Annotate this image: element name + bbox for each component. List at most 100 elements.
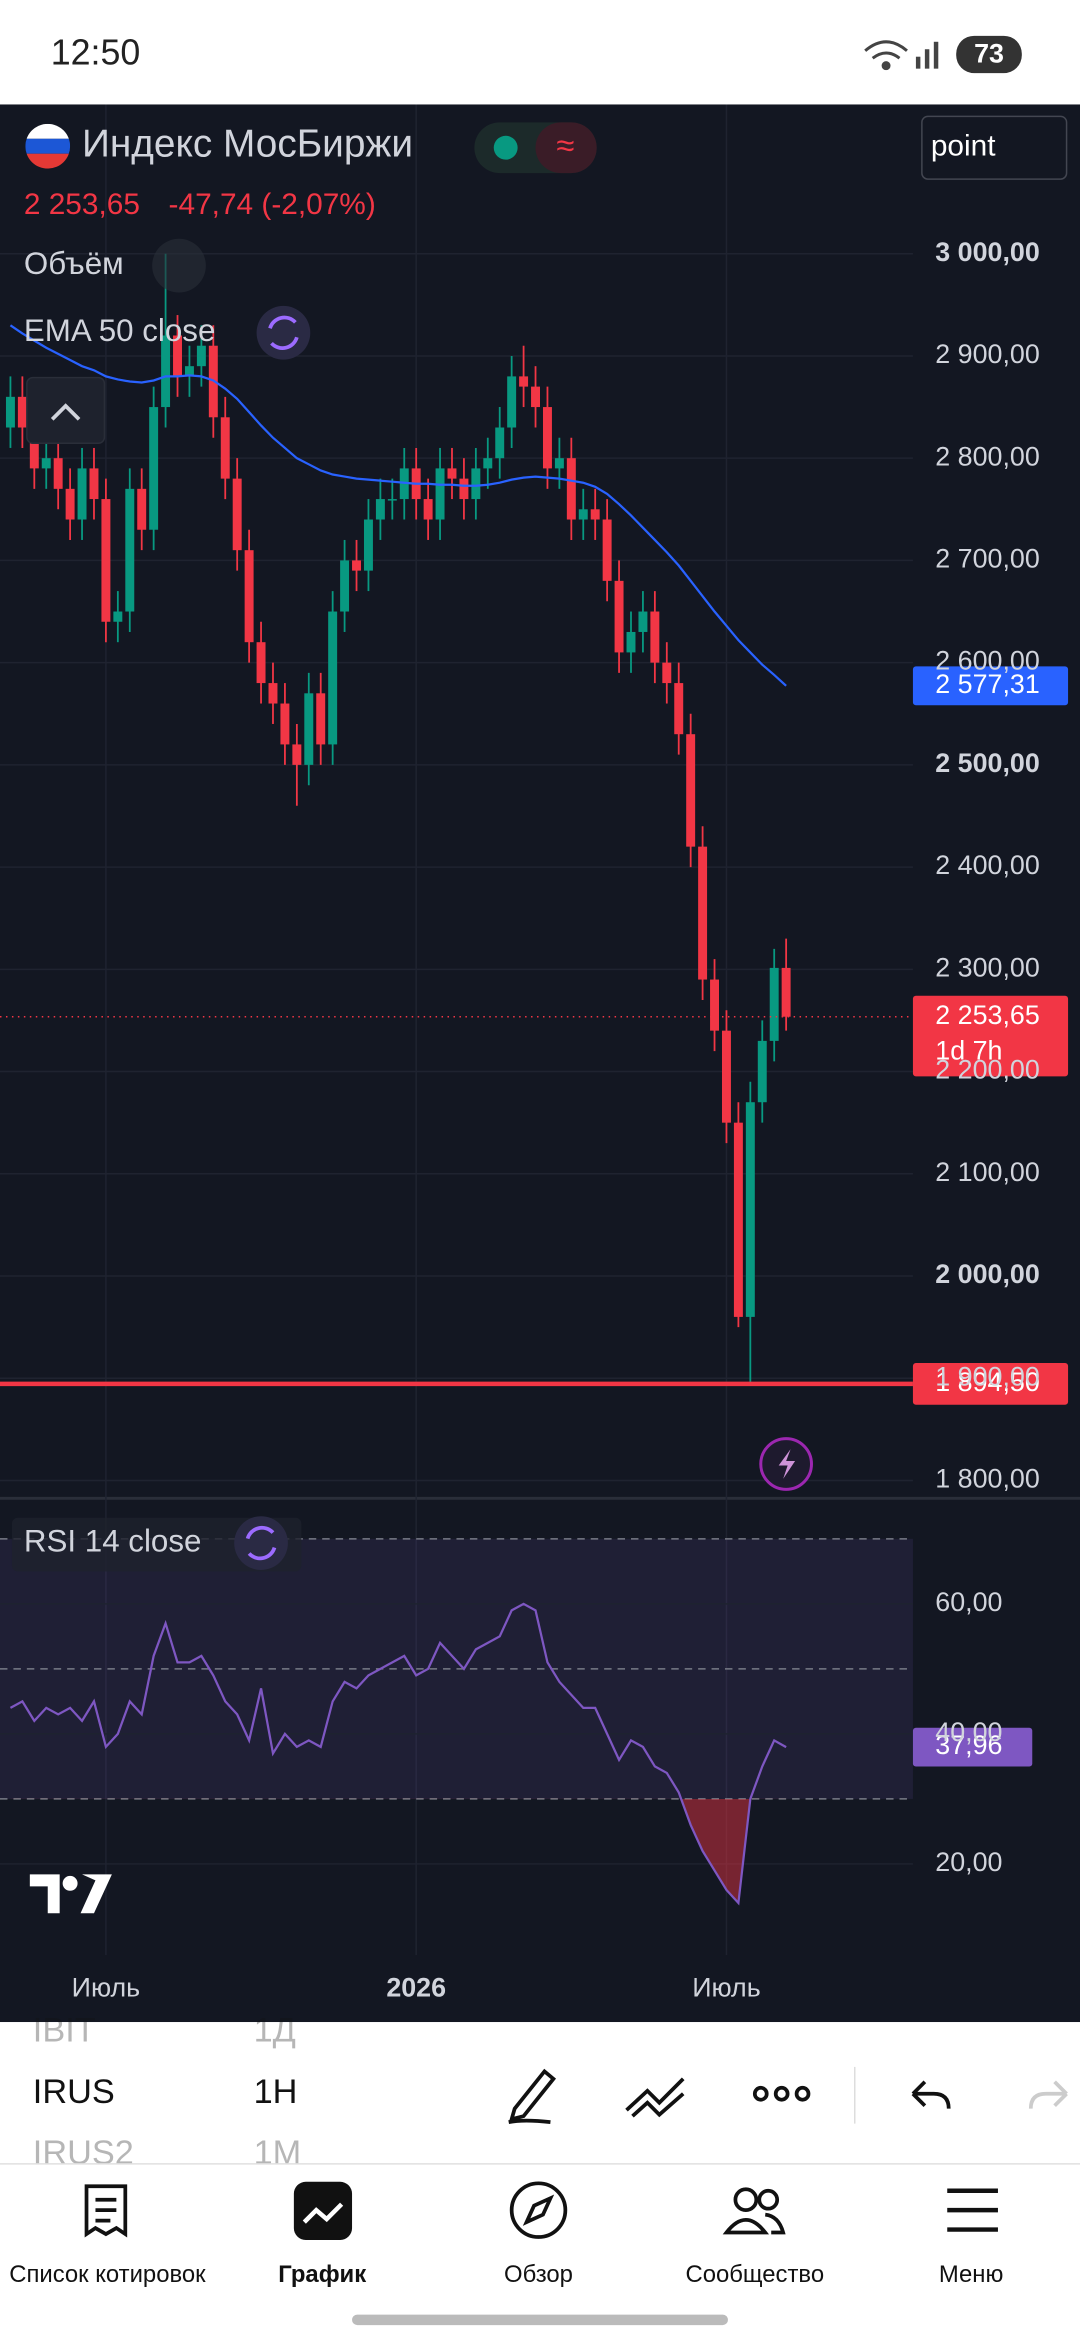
candle-body xyxy=(435,468,445,520)
candle-body xyxy=(256,642,266,684)
y-tick-label: 2 800,00 xyxy=(935,441,1039,471)
status-icons xyxy=(864,40,939,71)
candle-body xyxy=(41,458,51,469)
candle-body xyxy=(662,662,672,684)
candle-body xyxy=(721,1030,731,1123)
candle-body xyxy=(698,846,708,980)
nav-label[interactable]: Меню xyxy=(939,2261,1003,2288)
candle-body xyxy=(566,458,576,520)
candle-body xyxy=(340,560,350,612)
candle-body xyxy=(352,560,361,571)
nav-bar xyxy=(0,2163,1080,2340)
candle-body xyxy=(447,468,457,479)
candle-body xyxy=(638,611,648,632)
ema-settings[interactable] xyxy=(256,305,311,360)
nav-label[interactable]: Сообщество xyxy=(686,2261,825,2288)
candle-body xyxy=(459,478,469,500)
ema-price-label: 2 577,31 xyxy=(935,669,1039,699)
candle-body xyxy=(757,1040,767,1103)
candle-body xyxy=(769,967,779,1041)
volume-label[interactable]: Объём xyxy=(24,246,124,281)
candle-body xyxy=(17,396,27,428)
candle-body xyxy=(602,519,612,581)
chart-area xyxy=(0,104,1080,2023)
candle-body xyxy=(244,550,254,643)
volume-toggle[interactable] xyxy=(152,238,206,293)
y-tick-label: 2 200,00 xyxy=(935,1055,1039,1085)
tradingview-logo xyxy=(29,1874,112,1914)
candle-body xyxy=(137,488,147,530)
lightning-button[interactable] xyxy=(759,1437,813,1491)
svg-text:≈: ≈ xyxy=(556,126,574,163)
candle-body xyxy=(519,376,529,387)
ema-label[interactable]: EMA 50 close xyxy=(24,313,216,348)
candle-body xyxy=(375,499,385,520)
candle-body xyxy=(531,386,540,408)
candle-body xyxy=(316,693,326,745)
candle-body xyxy=(220,417,230,479)
symbol-item[interactable]: IRUS xyxy=(33,2073,115,2111)
nav-icon-community[interactable] xyxy=(722,2187,786,2235)
candle-body xyxy=(280,703,290,745)
candle-body xyxy=(363,519,373,571)
candle-body xyxy=(268,683,278,704)
candle-body xyxy=(745,1102,755,1317)
candle-body xyxy=(781,967,791,1017)
candle-body xyxy=(77,468,87,520)
y-tick-label: 1 900,00 xyxy=(935,1361,1039,1391)
candle-body xyxy=(304,693,314,765)
y-tick-label: 2 500,00 xyxy=(935,748,1039,778)
y-tick-label: 2 900,00 xyxy=(935,339,1039,369)
redo-button[interactable] xyxy=(1028,2080,1068,2109)
candle-body xyxy=(542,407,552,469)
battery-level: 73 xyxy=(974,38,1004,68)
y-tick-label: 60,00 xyxy=(935,1587,1002,1617)
rsi-label[interactable]: RSI 14 close xyxy=(24,1523,202,1558)
nav-icon-list[interactable] xyxy=(84,2184,128,2238)
ema-price-tag xyxy=(912,666,1069,706)
symbol-title: Индекс МосБиржи xyxy=(82,122,413,165)
x-tick-label: Июль xyxy=(72,1972,140,2002)
candle-body xyxy=(113,611,123,622)
interval-item[interactable]: 1Д xyxy=(254,2012,296,2050)
y-tick-label: 2 100,00 xyxy=(935,1157,1039,1187)
candle-body xyxy=(686,734,696,847)
trend-tool[interactable] xyxy=(625,2077,685,2118)
status-toggle[interactable]: ≈ xyxy=(474,122,597,174)
undo-button[interactable] xyxy=(911,2080,951,2109)
rsi-settings[interactable] xyxy=(234,1516,288,1570)
home-indicator xyxy=(352,2314,728,2326)
nav-icon-overview[interactable] xyxy=(509,2181,568,2239)
candle-body xyxy=(554,458,564,469)
y-tick-label: 40,00 xyxy=(935,1717,1002,1747)
candle-body xyxy=(710,979,720,1031)
candle-body xyxy=(89,468,99,500)
status-bar xyxy=(0,0,1080,105)
candle-body xyxy=(196,345,206,367)
candle-body xyxy=(423,499,433,520)
draw-tool[interactable] xyxy=(508,2068,557,2124)
y-tick-label: 2 000,00 xyxy=(935,1259,1039,1289)
y-tick-label: 2 700,00 xyxy=(935,543,1039,573)
nav-icon-chart[interactable] xyxy=(293,2181,353,2241)
y-tick-label: 2 300,00 xyxy=(935,952,1039,982)
more-button[interactable] xyxy=(752,2085,811,2102)
battery xyxy=(956,35,1022,74)
nav-label[interactable]: Список котировок xyxy=(9,2261,206,2288)
y-tick-label: 20,00 xyxy=(935,1847,1002,1877)
interval-item[interactable]: 1H xyxy=(254,2073,298,2111)
collapse-button[interactable] xyxy=(26,376,106,444)
candle-body xyxy=(495,427,505,459)
nav-label[interactable]: Обзор xyxy=(504,2261,573,2288)
y-tick-label: 3 000,00 xyxy=(935,237,1039,267)
nav-label[interactable]: График xyxy=(278,2261,366,2288)
last-price: 2 253,65 xyxy=(24,188,140,221)
symbol-item[interactable]: IBIT xyxy=(33,2012,96,2050)
timeframe-text[interactable]: point xyxy=(931,130,996,163)
timeframe-button[interactable] xyxy=(921,115,1068,180)
x-tick-label: Июль xyxy=(692,1972,760,2002)
candle-body xyxy=(149,407,159,530)
nav-icon-menu[interactable] xyxy=(947,2188,998,2232)
candle-body xyxy=(733,1122,743,1317)
